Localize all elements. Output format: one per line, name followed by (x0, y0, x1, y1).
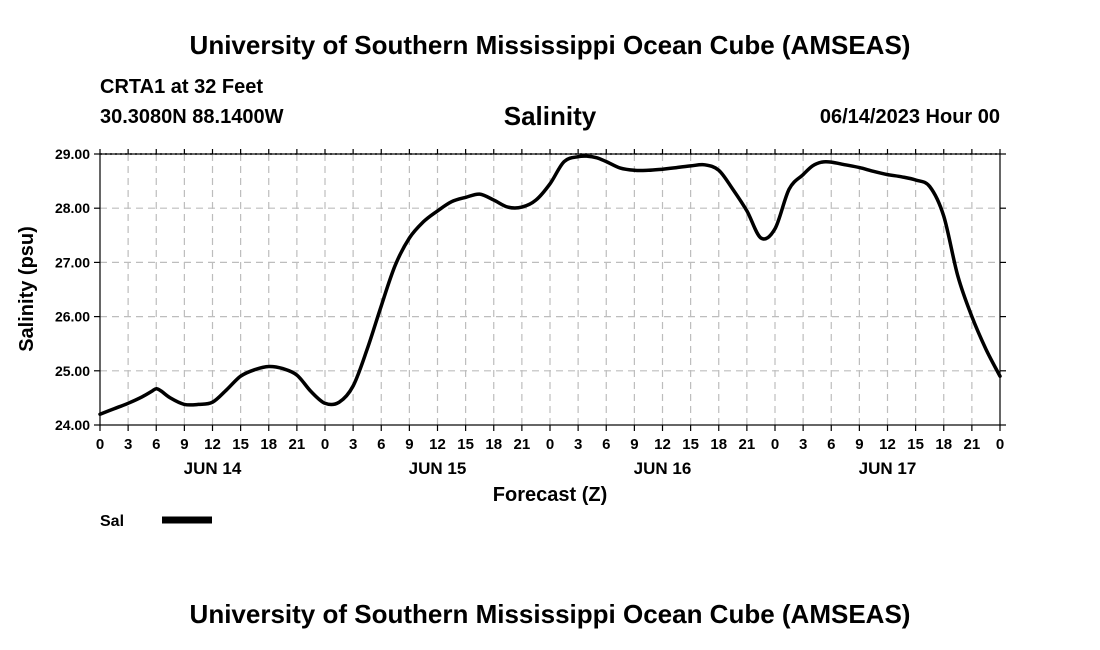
day-label: JUN 16 (634, 459, 692, 478)
chart-title: Salinity (503, 101, 597, 131)
x-tick-label: 0 (771, 436, 779, 453)
grid (100, 153, 1000, 425)
x-tick-label: 12 (654, 436, 671, 453)
y-tick-label: 24.00 (55, 417, 90, 433)
x-tick-label: 3 (574, 436, 582, 453)
x-tick-label: 15 (907, 436, 924, 453)
x-tick-label: 21 (739, 436, 756, 453)
x-tick-label: 21 (514, 436, 531, 453)
x-tick-label: 15 (232, 436, 249, 453)
x-tick-label: 18 (260, 436, 277, 453)
x-tick-label: 12 (204, 436, 221, 453)
station-label: CRTA1 at 32 Feet (100, 76, 264, 98)
x-tick-label: 0 (996, 436, 1004, 453)
x-tick-label: 3 (349, 436, 357, 453)
x-tick-label: 0 (546, 436, 554, 453)
day-label: JUN 17 (859, 459, 917, 478)
x-tick-label: 9 (855, 436, 863, 453)
x-tick-label: 9 (180, 436, 188, 453)
day-label: JUN 14 (184, 459, 242, 478)
y-tick-label: 25.00 (55, 363, 90, 379)
x-tick-label: 6 (377, 436, 385, 453)
series-line-sal (98, 154, 1002, 416)
coordinates-label: 30.3080N 88.1400W (100, 106, 284, 128)
x-tick-label: 6 (602, 436, 610, 453)
x-tick-label: 18 (710, 436, 727, 453)
x-tick-label: 21 (964, 436, 981, 453)
y-tick-label: 27.00 (55, 254, 90, 270)
x-tick-label: 6 (152, 436, 160, 453)
legend: Sal (100, 513, 212, 530)
y-tick-label: 28.00 (55, 200, 90, 216)
axes: 24.00 25.00 26.00 27.00 28.00 29.00 0 3 6 9 12 15 18… (55, 146, 1006, 478)
x-tick-label: 0 (96, 436, 104, 453)
x-tick-label: 3 (124, 436, 132, 453)
x-tick-label: 9 (630, 436, 638, 453)
run-time-label: 06/14/2023 Hour 00 (819, 106, 1000, 128)
x-tick-label: 18 (485, 436, 502, 453)
x-tick-label: 12 (429, 436, 446, 453)
x-tick-label: 12 (879, 436, 896, 453)
y-axis-title: Salinity (psu) (16, 226, 38, 352)
x-tick-label: 9 (405, 436, 413, 453)
legend-label-sal: Sal (100, 513, 124, 530)
y-tick-label: 26.00 (55, 309, 90, 325)
x-tick-label: 6 (827, 436, 835, 453)
x-tick-label: 15 (457, 436, 474, 453)
x-tick-label: 0 (321, 436, 329, 453)
y-tick-label: 29.00 (55, 146, 90, 162)
x-tick-label: 3 (799, 436, 807, 453)
x-tick-label: 21 (289, 436, 306, 453)
x-axis-title: Forecast (Z) (493, 484, 607, 506)
x-tick-label: 15 (682, 436, 699, 453)
bottom-title: University of Southern Mississippi Ocean… (189, 599, 911, 629)
x-tick-label: 18 (935, 436, 952, 453)
top-title: University of Southern Mississippi Ocean… (189, 30, 911, 60)
day-label: JUN 15 (409, 459, 467, 478)
